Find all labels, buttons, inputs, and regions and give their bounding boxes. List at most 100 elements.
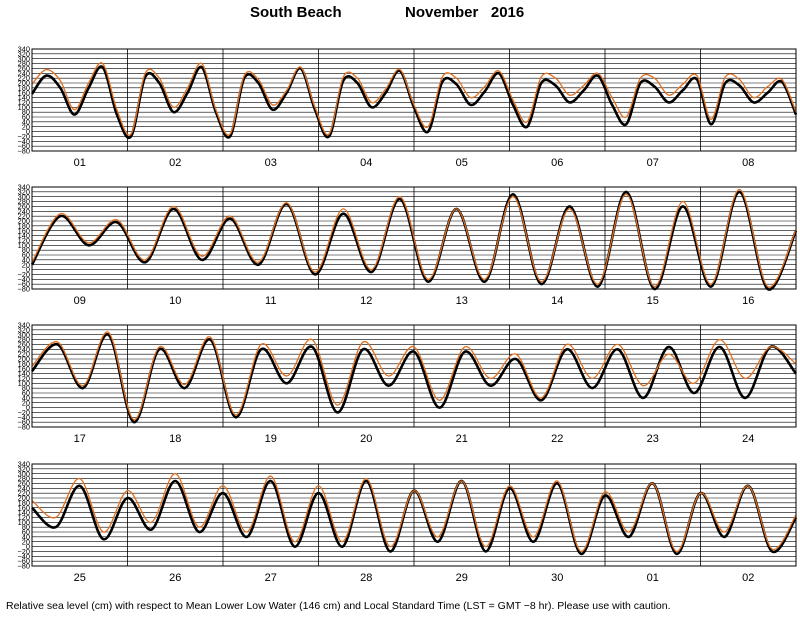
- x-day-label: 01: [647, 572, 659, 584]
- y-tick-label: 80: [22, 108, 30, 117]
- y-tick-label: 140: [18, 369, 30, 378]
- y-tick-label: −80: [17, 147, 30, 156]
- x-day-label: 28: [360, 572, 372, 584]
- y-tick-label: −20: [17, 270, 30, 279]
- panel-frame: [31, 463, 797, 567]
- x-day-label: 13: [456, 295, 468, 307]
- y-tick-label: −80: [17, 562, 30, 571]
- y-tick-label: 340: [18, 460, 30, 469]
- y-tick-label: 120: [18, 374, 30, 383]
- y-tick-label: 320: [18, 49, 30, 58]
- y-tick-label: 20: [22, 537, 30, 546]
- series-predicted-line: [31, 62, 797, 136]
- y-tick-label: −60: [17, 142, 30, 151]
- y-tick-label: 80: [22, 384, 30, 393]
- y-tick-label: 160: [18, 88, 30, 97]
- y-tick-label: 200: [18, 494, 30, 503]
- footnote: Relative sea level (cm) with respect to …: [6, 600, 671, 612]
- y-tick-label: 80: [22, 523, 30, 532]
- y-tick-label: 260: [18, 202, 30, 211]
- x-day-label: 02: [742, 572, 754, 584]
- y-tick-label: −20: [17, 132, 30, 141]
- y-tick-label: 60: [22, 113, 30, 122]
- y-tick-label: 280: [18, 197, 30, 206]
- y-tick-label: 40: [22, 255, 30, 264]
- y-tick-label: 340: [18, 183, 30, 192]
- x-day-label: 15: [647, 295, 659, 307]
- x-day-label: 05: [456, 157, 468, 169]
- series-predicted-line: [31, 473, 797, 553]
- chart-title-location: South Beach: [250, 4, 342, 21]
- y-tick-label: 180: [18, 359, 30, 368]
- y-tick-label: −40: [17, 275, 30, 284]
- y-tick-label: 320: [18, 325, 30, 334]
- x-day-label: 06: [551, 157, 563, 169]
- y-tick-label: 280: [18, 474, 30, 483]
- y-tick-label: 140: [18, 93, 30, 102]
- x-day-label: 24: [742, 433, 754, 445]
- x-day-label: 17: [74, 433, 86, 445]
- y-tick-label: 60: [22, 389, 30, 398]
- y-tick-label: −80: [17, 423, 30, 432]
- y-tick-label: −60: [17, 418, 30, 427]
- y-tick-label: 0: [26, 403, 30, 412]
- y-tick-label: 300: [18, 469, 30, 478]
- y-tick-label: 160: [18, 364, 30, 373]
- y-tick-label: 40: [22, 393, 30, 402]
- x-day-label: 16: [742, 295, 754, 307]
- panel-frame: [31, 324, 797, 428]
- y-tick-label: 300: [18, 330, 30, 339]
- y-tick-label: 100: [18, 518, 30, 527]
- y-tick-label: 120: [18, 98, 30, 107]
- tide-panel: −80−60−40−200204060801001201401601802002…: [17, 183, 798, 307]
- panel-frame: [31, 186, 797, 290]
- x-day-label: 01: [74, 157, 86, 169]
- y-tick-label: 280: [18, 59, 30, 68]
- y-tick-label: 100: [18, 241, 30, 250]
- x-day-label: 27: [265, 572, 277, 584]
- y-tick-label: 20: [22, 398, 30, 407]
- x-day-label: 26: [169, 572, 181, 584]
- y-tick-label: 200: [18, 79, 30, 88]
- y-tick-label: 320: [18, 187, 30, 196]
- y-tick-label: 80: [22, 246, 30, 255]
- y-tick-label: 100: [18, 103, 30, 112]
- y-tick-label: 160: [18, 226, 30, 235]
- x-day-label: 23: [647, 433, 659, 445]
- y-tick-label: 200: [18, 217, 30, 226]
- y-tick-label: 200: [18, 355, 30, 364]
- y-tick-label: 300: [18, 192, 30, 201]
- y-tick-label: 220: [18, 350, 30, 359]
- x-day-label: 21: [456, 433, 468, 445]
- x-day-label: 04: [360, 157, 372, 169]
- x-day-label: 20: [360, 433, 372, 445]
- y-tick-label: 0: [26, 265, 30, 274]
- y-tick-label: 40: [22, 117, 30, 126]
- x-day-label: 03: [265, 157, 277, 169]
- y-tick-label: 120: [18, 236, 30, 245]
- y-tick-label: 260: [18, 479, 30, 488]
- x-day-label: 10: [169, 295, 181, 307]
- series-observed-line: [30, 65, 798, 140]
- x-day-label: 18: [169, 433, 181, 445]
- y-tick-label: 240: [18, 484, 30, 493]
- y-tick-label: −60: [17, 557, 30, 566]
- y-tick-label: 60: [22, 528, 30, 537]
- y-tick-label: 60: [22, 251, 30, 260]
- y-tick-label: −20: [17, 547, 30, 556]
- x-day-label: 09: [74, 295, 86, 307]
- x-day-label: 11: [265, 295, 276, 307]
- y-tick-label: 240: [18, 69, 30, 78]
- x-day-label: 29: [456, 572, 468, 584]
- series-predicted-line: [31, 331, 797, 421]
- y-tick-label: 320: [18, 464, 30, 473]
- x-day-label: 25: [74, 572, 86, 584]
- y-tick-label: 140: [18, 231, 30, 240]
- y-tick-label: 180: [18, 83, 30, 92]
- y-tick-label: 300: [18, 54, 30, 63]
- x-day-label: 02: [169, 157, 181, 169]
- x-day-label: 22: [551, 433, 563, 445]
- y-tick-label: 340: [18, 321, 30, 330]
- x-day-label: 07: [647, 157, 659, 169]
